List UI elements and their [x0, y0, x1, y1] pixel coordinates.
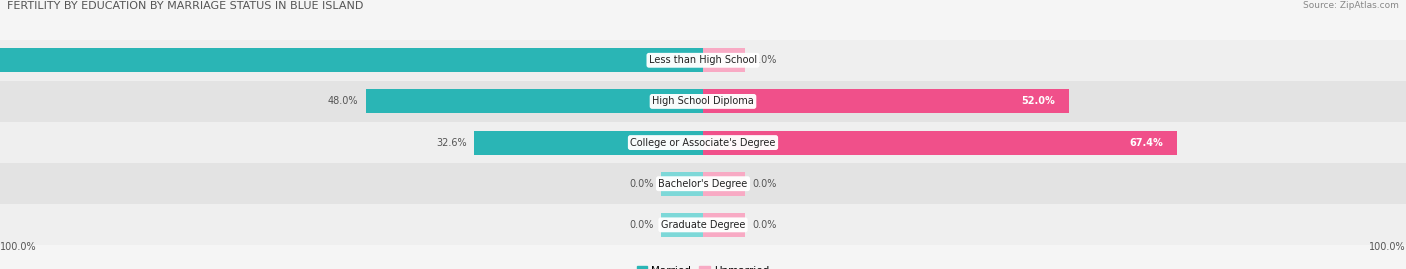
- Text: 48.0%: 48.0%: [328, 96, 359, 107]
- Text: 32.6%: 32.6%: [436, 137, 467, 148]
- Bar: [703, 131, 1177, 154]
- Text: Bachelor's Degree: Bachelor's Degree: [658, 179, 748, 189]
- Bar: [0, 40, 1406, 81]
- Text: 0.0%: 0.0%: [752, 220, 776, 230]
- Bar: [0, 48, 703, 72]
- Text: 0.0%: 0.0%: [752, 55, 776, 65]
- Text: 0.0%: 0.0%: [630, 220, 654, 230]
- Text: 52.0%: 52.0%: [1021, 96, 1054, 107]
- Bar: [703, 90, 1069, 113]
- Bar: [661, 213, 703, 237]
- Bar: [0, 122, 1406, 163]
- Bar: [0, 81, 1406, 122]
- Text: High School Diploma: High School Diploma: [652, 96, 754, 107]
- Bar: [366, 90, 703, 113]
- Text: 0.0%: 0.0%: [752, 179, 776, 189]
- Text: Source: ZipAtlas.com: Source: ZipAtlas.com: [1303, 1, 1399, 10]
- Text: 100.0%: 100.0%: [0, 242, 37, 253]
- Bar: [661, 172, 703, 196]
- Text: College or Associate's Degree: College or Associate's Degree: [630, 137, 776, 148]
- Text: 0.0%: 0.0%: [630, 179, 654, 189]
- Text: FERTILITY BY EDUCATION BY MARRIAGE STATUS IN BLUE ISLAND: FERTILITY BY EDUCATION BY MARRIAGE STATU…: [7, 1, 363, 11]
- Bar: [703, 213, 745, 237]
- Bar: [474, 131, 703, 154]
- Text: Less than High School: Less than High School: [650, 55, 756, 65]
- Bar: [703, 172, 745, 196]
- Bar: [0, 163, 1406, 204]
- Text: 100.0%: 100.0%: [1369, 242, 1406, 253]
- Text: 67.4%: 67.4%: [1129, 137, 1163, 148]
- Text: Graduate Degree: Graduate Degree: [661, 220, 745, 230]
- Bar: [0, 204, 1406, 245]
- Legend: Married, Unmarried: Married, Unmarried: [633, 262, 773, 269]
- Bar: [703, 48, 745, 72]
